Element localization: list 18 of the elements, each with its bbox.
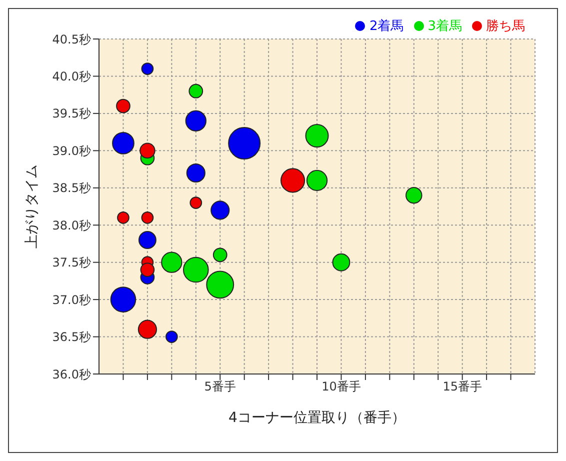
legend-label: 勝ち馬 [486, 19, 525, 34]
legend-label: 3着馬 [428, 19, 462, 34]
y-tick-label: 38.5秒 [52, 181, 91, 196]
y-tick-label: 36.0秒 [52, 367, 91, 382]
x-tick-label: 10番手 [322, 380, 361, 394]
y-tick-label: 37.0秒 [52, 292, 91, 307]
y-tick-label: 38.0秒 [52, 218, 91, 232]
y-tick-label: 37.5秒 [52, 256, 91, 270]
x-tick-label: 5番手 [204, 380, 236, 394]
x-axis-title: 4コーナー位置取り（番手） [228, 410, 406, 426]
y-tick-label: 36.5秒 [52, 330, 91, 344]
legend-label: 2着馬 [369, 19, 404, 34]
y-tick-label: 40.5秒 [52, 32, 91, 46]
y-axis-title: 上がりタイム [24, 164, 40, 248]
y-tick-label: 39.0秒 [52, 144, 91, 158]
x-tick-label: 15番手 [442, 380, 482, 394]
y-tick-label: 39.5秒 [52, 106, 91, 121]
y-tick-label: 40.0秒 [52, 69, 91, 84]
